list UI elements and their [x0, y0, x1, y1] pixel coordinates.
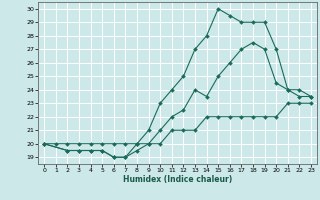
X-axis label: Humidex (Indice chaleur): Humidex (Indice chaleur) [123, 175, 232, 184]
